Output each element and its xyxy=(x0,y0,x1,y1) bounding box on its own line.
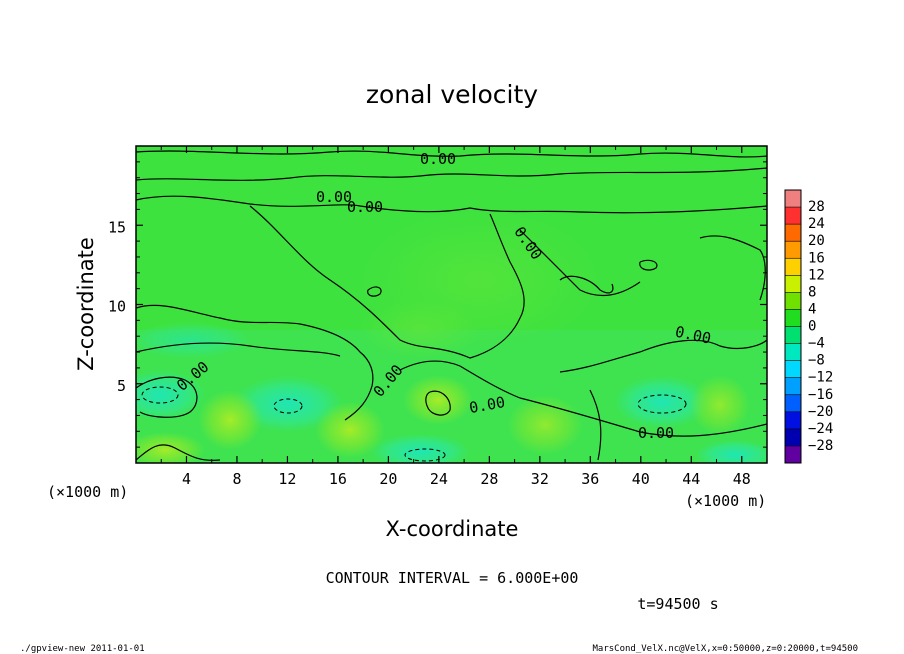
footer-right: MarsCond_VelX.nc@VelX,x=0:50000,z=0:2000… xyxy=(592,644,858,654)
x-axis-title: X-coordinate xyxy=(386,517,519,541)
x-tick-label: 8 xyxy=(232,470,241,488)
x-axis-unit-left: (×1000 m) xyxy=(47,483,128,501)
colorbar-swatch xyxy=(785,343,801,361)
colorbar-label: −24 xyxy=(808,421,833,437)
x-tick-label: 32 xyxy=(531,470,549,488)
colorbar-swatch xyxy=(785,292,801,310)
x-tick-label: 28 xyxy=(480,470,498,488)
x-tick-label: 36 xyxy=(581,470,599,488)
contour-interval-text: CONTOUR INTERVAL = 6.000E+00 xyxy=(326,569,579,587)
contour-label: 0.00 xyxy=(347,198,383,216)
x-tick-label: 12 xyxy=(278,470,296,488)
y-axis: 5 10 15 xyxy=(108,161,767,448)
x-tick-label: 20 xyxy=(379,470,397,488)
x-tick-label: 44 xyxy=(682,470,700,488)
colorbar-label: 0 xyxy=(808,319,816,335)
x-tick-label: 48 xyxy=(733,470,751,488)
colorbar-label: 24 xyxy=(808,216,825,232)
colorbar-swatch xyxy=(785,360,801,378)
x-tick-label: 40 xyxy=(632,470,650,488)
colorbar-swatch xyxy=(785,445,801,463)
colorbar-swatch xyxy=(785,275,801,293)
footer-left: ./gpview-new 2011-01-01 xyxy=(20,644,145,654)
colorbar-label: −8 xyxy=(808,353,825,369)
contour-label: 0.00 xyxy=(316,188,352,206)
dashed-contours xyxy=(141,386,687,462)
x-axis-unit-right: (×1000 m) xyxy=(685,492,766,510)
contour-label: 0.00 xyxy=(638,424,674,442)
x-tick-label: 16 xyxy=(329,470,347,488)
colorbar-label: −16 xyxy=(808,387,833,403)
colorbar-swatch xyxy=(785,326,801,344)
colorbar-swatch xyxy=(785,411,801,429)
contour-label: 0.00 xyxy=(420,150,456,168)
colorbar-swatch xyxy=(785,241,801,259)
y-tick-label: 15 xyxy=(108,218,126,236)
colorbar-swatch xyxy=(785,224,801,242)
colorbar-label: 20 xyxy=(808,233,825,249)
colorbar-label: 16 xyxy=(808,250,825,266)
contour-label-group: 0.00 0.00 0.00 0.00 0.00 0.00 0.00 0.00 … xyxy=(173,150,712,442)
colorbar-swatch xyxy=(785,309,801,327)
colorbar-label: 12 xyxy=(808,267,825,283)
x-tick-label: 24 xyxy=(430,470,448,488)
colorbar-swatch xyxy=(785,377,801,395)
y-tick-label: 10 xyxy=(108,298,126,316)
x-axis: 4 8 12 16 20 24 28 32 36 40 44 48 xyxy=(160,146,751,488)
colorbar-label: −4 xyxy=(808,336,825,352)
colorbar-label: −28 xyxy=(808,438,833,454)
colorbar-swatch xyxy=(785,428,801,446)
colorbar-swatch xyxy=(785,190,801,208)
colorbar-swatch xyxy=(785,258,801,276)
contour-label: 0.00 xyxy=(468,393,507,417)
x-tick-label: 4 xyxy=(182,470,191,488)
chart-title: zonal velocity xyxy=(366,80,538,109)
colorbar-label: −12 xyxy=(808,370,833,386)
y-tick-label: 5 xyxy=(117,377,126,395)
colorbar-label: 28 xyxy=(808,199,825,215)
time-label: t=94500 s xyxy=(637,595,718,613)
colorbar-label: 4 xyxy=(808,301,816,317)
heatmap-field xyxy=(136,146,767,463)
y-axis-title: Z-coordinate xyxy=(74,237,98,371)
colorbar-swatch xyxy=(785,394,801,412)
colorbar-swatch xyxy=(785,207,801,225)
colorbar-label: −20 xyxy=(808,404,833,420)
colorbar-label: 8 xyxy=(808,284,816,300)
contour-lines xyxy=(136,150,767,461)
